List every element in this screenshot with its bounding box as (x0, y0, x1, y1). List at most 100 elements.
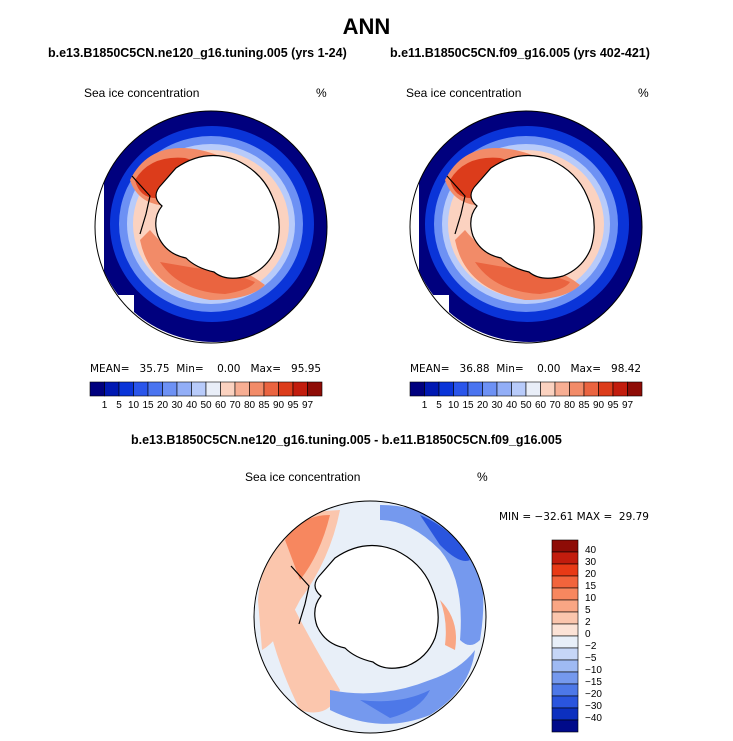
panel-2-colorbar-tick-label: 80 (563, 400, 576, 411)
panel-2-colorbar-tick-label: 20 (476, 400, 489, 411)
panel-2-colorbar-tick-label: 15 (462, 400, 474, 411)
panel-2-colorbar-tick-label: 60 (534, 400, 547, 411)
panel-1-colorbar-tick-label: 30 (171, 400, 183, 411)
mean-label: MEAN= (90, 363, 130, 375)
panel-1-map-border (94, 110, 328, 344)
panel-2-colorbar-tick-label: 1 (421, 400, 428, 411)
panel-1-case-title: b.e13.B1850C5CN.ne120_g16.tuning.005 (yr… (48, 46, 347, 60)
diff-colorbar-swatch (551, 611, 579, 625)
diff-colorbar-tick-label: 10 (585, 593, 597, 604)
panel-1-units-label: % (316, 86, 327, 100)
max-value: 98.42 (611, 363, 642, 375)
diff-colorbar-swatch (551, 599, 579, 613)
diff-colorbar-swatch (551, 707, 579, 721)
panel-1-colorbar-tick-label: 60 (214, 400, 227, 411)
panel-1-colorbar-tick-label: 40 (185, 400, 198, 411)
diff-colorbar-swatch (551, 719, 579, 733)
diff-colorbar-tick-label: 20 (585, 569, 597, 580)
ice-core-ross (160, 262, 255, 294)
panel-2-stats: MEAN= 36.88 Min= 0.00 Max= 98.42 (410, 363, 641, 375)
diff-colorbar-tick-label: −40 (585, 713, 602, 724)
antarctic-peninsula (131, 175, 151, 235)
diff-colorbar-swatch (551, 695, 579, 709)
diff-colorbar (551, 539, 579, 733)
min-value: 0.00 (217, 363, 241, 375)
diff-colorbar-swatch (551, 551, 579, 565)
diff-colorbar-swatch (551, 575, 579, 589)
panel-1-colorbar-tick-label: 50 (200, 400, 212, 411)
panel-1-colorbar (89, 381, 323, 397)
diff-colorbar-tick-label: −15 (585, 677, 602, 688)
panel-2-case-title: b.e11.B1850C5CN.f09_g16.005 (yrs 402-421… (390, 46, 650, 60)
diff-antarctica-landmass (314, 544, 439, 669)
diff-colorbar-swatch (551, 623, 579, 637)
diff-colorbar-tick-label: 15 (585, 581, 597, 592)
mean-value: 35.75 (139, 363, 170, 375)
diff-colorbar-tick-label: −10 (585, 665, 602, 676)
max-value: 95.95 (291, 363, 322, 375)
diff-colorbar-swatch (551, 587, 579, 601)
diff-colorbar-tick-label: 5 (585, 605, 591, 616)
diff-colorbar-tick-label: −30 (585, 701, 602, 712)
max-label: Max= (250, 363, 282, 375)
diff-colorbar-tick-label: 30 (585, 557, 597, 568)
panel-2-colorbar-labels: 1 5 10 15 20 30 40 50 60 70 80 85 90 95 97 (410, 400, 642, 414)
panel-2-variable-label: Sea ice concentration (406, 86, 522, 100)
min-label: Min= (496, 363, 524, 375)
panel-2-colorbar-tick-label: 90 (592, 400, 605, 411)
panel-1-colorbar-tick-label: 80 (243, 400, 256, 411)
panel-1-colorbar-tick-label: 20 (156, 400, 169, 411)
panel-2-map-border (409, 110, 643, 344)
diff-colorbar-swatch (551, 659, 579, 673)
panel-1-colorbar-swatch (307, 381, 323, 397)
diff-colorbar-tick-label: 0 (585, 629, 591, 640)
diff-case-title: b.e13.B1850C5CN.ne120_g16.tuning.005 - b… (131, 433, 562, 447)
diff-colorbar-tick-label: −2 (585, 641, 597, 652)
diff-colorbar-tick-label: 40 (585, 545, 597, 556)
diff-colorbar-tick-label: 2 (585, 617, 591, 628)
panel-2-colorbar-tick-label: 10 (447, 400, 460, 411)
figure-title: ANN (342, 14, 391, 39)
diff-map-border (253, 500, 487, 734)
panel-1-colorbar-tick-label: 10 (127, 400, 140, 411)
diff-colorbar-swatch (551, 635, 579, 649)
antarctica-landmass (155, 154, 280, 279)
panel-1-colorbar-tick-label: 1 (101, 400, 108, 411)
diff-colorbar-swatch (551, 539, 579, 553)
min-value: 0.00 (537, 363, 561, 375)
max-label: Max= (570, 363, 602, 375)
diff-stats: MIN = −32.61 MAX = 29.79 (499, 511, 649, 523)
diff-colorbar-labels: 40 30 20 15 10 5 2 0 −2 −5 −10 −15 −20 −30 −40 (585, 540, 625, 732)
panel-1-colorbar-tick-label: 97 (301, 400, 314, 411)
panel-1-colorbar-tick-label: 15 (142, 400, 154, 411)
panel-1-colorbar-tick-label: 85 (258, 400, 270, 411)
panel-2-colorbar (409, 381, 643, 397)
panel-2-units-label: % (638, 86, 649, 100)
min-label: Min= (176, 363, 204, 375)
mean-value: 36.88 (459, 363, 490, 375)
diff-colorbar-swatch (551, 683, 579, 697)
panel-1-colorbar-tick-label: 95 (287, 400, 299, 411)
diff-units-label: % (477, 470, 488, 484)
panel-2-colorbar-tick-label: 50 (520, 400, 532, 411)
diff-colorbar-swatch (551, 671, 579, 685)
panel-1-stats: MEAN= 35.75 Min= 0.00 Max= 95.95 (90, 363, 321, 375)
panel-1-variable-label: Sea ice concentration (84, 86, 200, 100)
diff-positive-weddell (285, 515, 330, 580)
panel-1-colorbar-tick-label: 70 (229, 400, 241, 411)
panel-1-colorbar-tick-label: 5 (116, 400, 122, 411)
panel-2-colorbar-tick-label: 85 (578, 400, 590, 411)
mean-label: MEAN= (410, 363, 450, 375)
panel-2-colorbar-tick-label: 70 (549, 400, 561, 411)
panel-2-colorbar-tick-label: 30 (491, 400, 503, 411)
panel-1-colorbar-labels: 1 5 10 15 20 30 40 50 60 70 80 85 90 95 97 (90, 400, 322, 414)
diff-colorbar-swatch (551, 647, 579, 661)
panel-2-colorbar-tick-label: 95 (607, 400, 619, 411)
panel-2-colorbar-tick-label: 40 (505, 400, 518, 411)
panel-1-colorbar-tick-label: 90 (272, 400, 285, 411)
diff-variable-label: Sea ice concentration (245, 470, 361, 484)
diff-colorbar-tick-label: −20 (585, 689, 602, 700)
